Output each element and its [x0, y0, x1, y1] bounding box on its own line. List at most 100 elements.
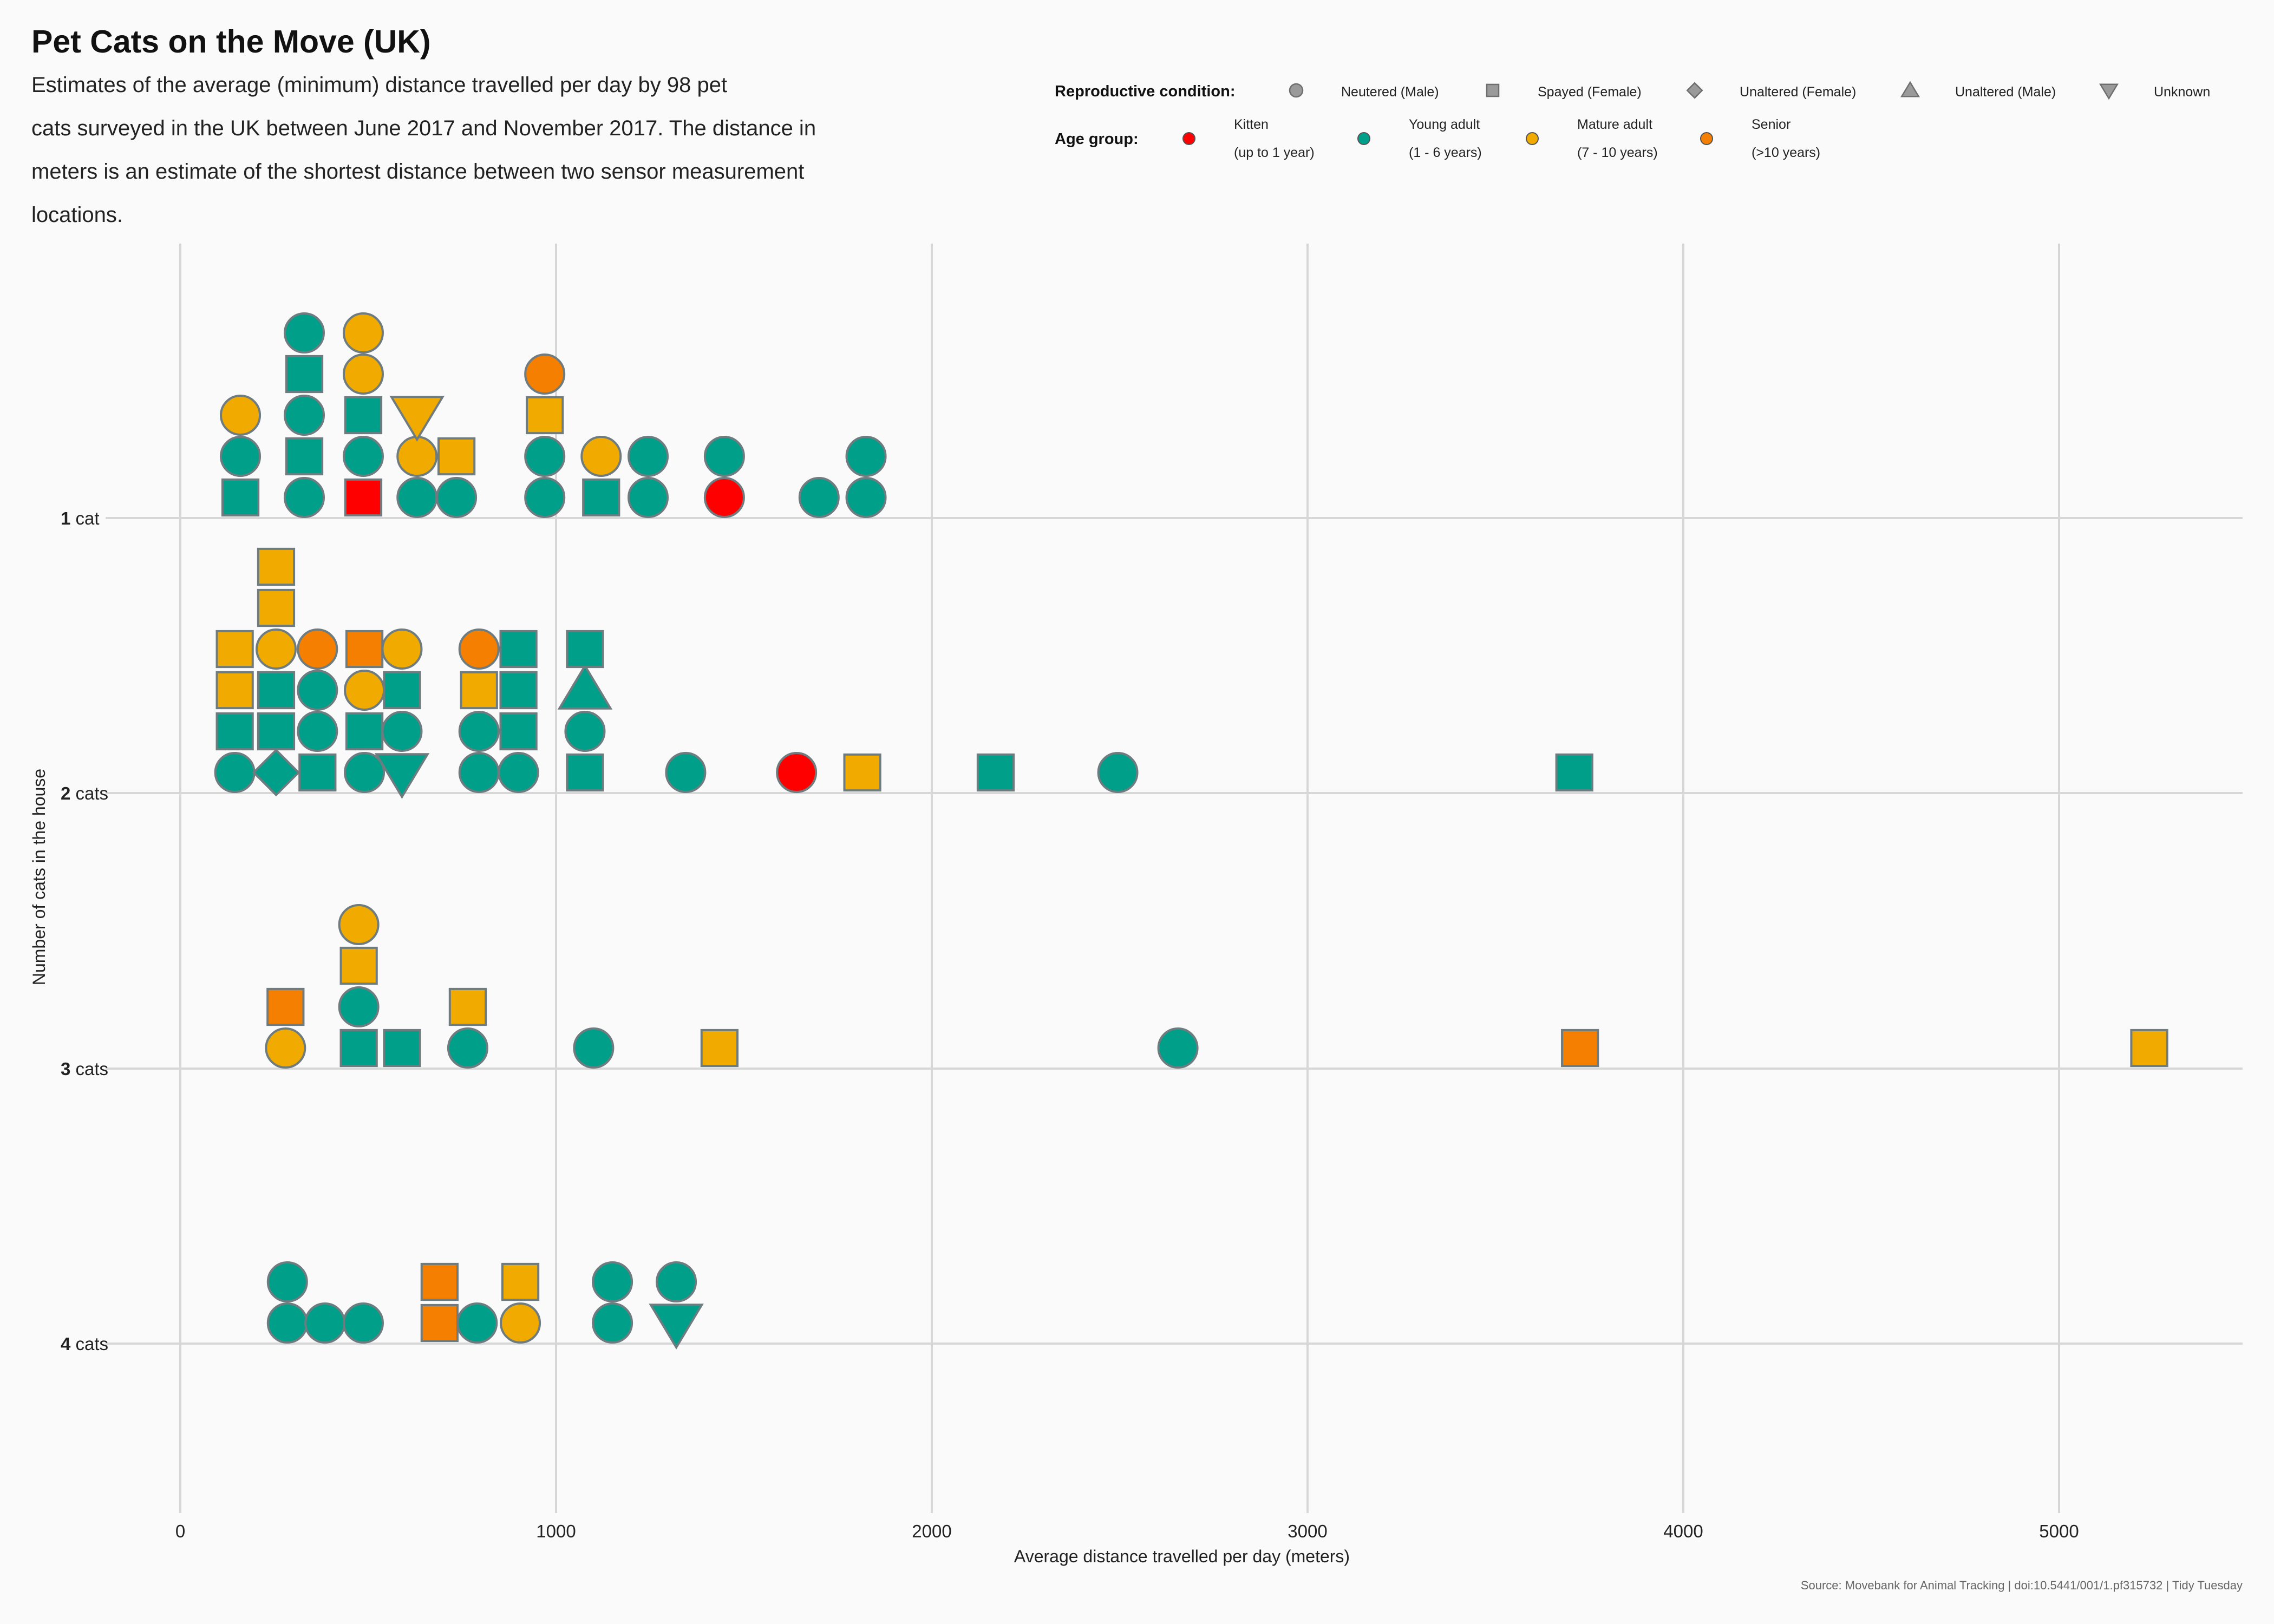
x-axis-label: Average distance travelled per day (mete…: [1014, 1547, 1350, 1566]
chart-subtitle-line-4: locations.: [31, 203, 123, 227]
data-point: [420, 1262, 459, 1301]
data-point: [458, 752, 500, 793]
data-point: [649, 1304, 704, 1350]
data-point: [266, 1302, 308, 1344]
data-point: [448, 987, 487, 1026]
data-point: [845, 436, 887, 477]
y-axis-label: Number of cats in the house: [29, 769, 49, 985]
legend-shape-label: Unaltered (Female): [1740, 84, 1856, 100]
data-point: [215, 671, 254, 710]
legend-age-title: Age group:: [1055, 130, 1139, 148]
data-point: [703, 477, 745, 518]
data-point: [338, 904, 380, 945]
data-point: [703, 436, 745, 477]
data-point: [524, 353, 566, 395]
data-point: [255, 628, 297, 670]
data-point: [447, 1027, 488, 1069]
data-point: [344, 478, 383, 517]
x-tick-label: 1000: [536, 1521, 576, 1541]
data-point: [266, 987, 305, 1026]
legend-shape-spayed_female-icon: [1486, 83, 1500, 97]
legend-age-label: Young adult: [1409, 117, 1480, 132]
data-point: [566, 630, 604, 669]
data-point: [1157, 1027, 1199, 1069]
caption: Source: Movebank for Animal Tracking | d…: [1801, 1579, 2243, 1592]
data-point: [843, 753, 881, 792]
legend-shape-neutered_male-icon: [1289, 83, 1304, 98]
data-point: [297, 670, 338, 711]
data-point: [592, 1261, 633, 1302]
data-point: [524, 477, 566, 518]
legend-age-young-icon: [1357, 132, 1370, 145]
legend-shape-items: Neutered (Male) Spayed (Female) Unaltered …: [1289, 81, 2210, 100]
data-point: [215, 712, 254, 751]
chart-subtitle-line-1: Estimates of the average (minimum) dista…: [31, 73, 727, 97]
data-point: [499, 712, 538, 751]
data-point: [220, 395, 262, 436]
data-point: [284, 312, 325, 353]
legend: Reproductive condition: Age group: Neute…: [1055, 81, 2210, 160]
data-point: [285, 437, 324, 476]
data-point: [1561, 1029, 1599, 1068]
data-point: [257, 547, 296, 586]
data-point: [252, 748, 300, 797]
data-point: [220, 436, 262, 477]
legend-age-sublabel: (7 - 10 years): [1577, 145, 1658, 160]
data-point: [628, 477, 669, 518]
data-point: [266, 1261, 308, 1302]
legend-age-items: Kitten (up to 1 year) Young adult (1 - 6 ye…: [1182, 117, 1820, 160]
data-point: [342, 312, 384, 353]
data-point: [557, 664, 613, 710]
data-point: [396, 436, 438, 477]
legend-shape-title: Reproductive condition:: [1055, 83, 1236, 100]
legend-shape-label: Unknown: [2154, 84, 2210, 100]
data-point: [297, 628, 338, 670]
data-point: [526, 396, 564, 435]
data-point: [389, 396, 445, 442]
data-point: [498, 752, 539, 793]
legend-shape-label: Spayed (Female): [1538, 84, 1642, 100]
data-point: [1555, 753, 1593, 792]
data-point: [656, 1261, 697, 1302]
chart-title: Pet Cats on the Move (UK): [31, 24, 431, 60]
data-point: [458, 628, 500, 670]
data-point: [776, 752, 818, 793]
x-tick-label: 4000: [1663, 1521, 1703, 1541]
y-tick-label: 3 cats: [61, 1059, 108, 1079]
data-point: [339, 946, 378, 985]
data-point: [257, 588, 296, 627]
data-point: [566, 753, 604, 792]
data-point: [845, 477, 887, 518]
legend-shape-unknown-icon: [2099, 83, 2119, 100]
x-tick-label: 2000: [912, 1521, 951, 1541]
data-point: [383, 671, 421, 710]
data-point: [342, 436, 384, 477]
data-point: [592, 1302, 633, 1344]
data-point: [700, 1029, 739, 1068]
data-point: [798, 477, 840, 518]
chart-subtitle-line-3: meters is an estimate of the shortest di…: [31, 160, 804, 184]
data-point: [265, 1027, 306, 1069]
data-point: [628, 436, 669, 477]
data-point: [381, 628, 423, 670]
data-point: [524, 436, 566, 477]
data-point: [304, 1302, 346, 1344]
legend-age-label: Mature adult: [1577, 117, 1652, 132]
data-point: [976, 753, 1015, 792]
data-point: [344, 670, 385, 711]
legend-shape-unaltered_female-icon: [1686, 82, 1703, 99]
data-point: [298, 753, 337, 792]
x-tick-label: 3000: [1288, 1521, 1327, 1541]
data-point: [573, 1027, 615, 1069]
data-point: [460, 671, 498, 710]
legend-age-mature-icon: [1526, 132, 1539, 145]
data-point: [501, 1262, 540, 1301]
x-axis-ticks: 0 1000 2000 3000 4000 5000: [175, 1521, 2079, 1541]
data-point: [215, 630, 254, 669]
legend-shape-unaltered_male-icon: [1900, 81, 1920, 97]
data-point: [284, 395, 325, 436]
data-point: [580, 436, 622, 477]
data-point: [257, 671, 296, 710]
data-point: [221, 478, 260, 517]
